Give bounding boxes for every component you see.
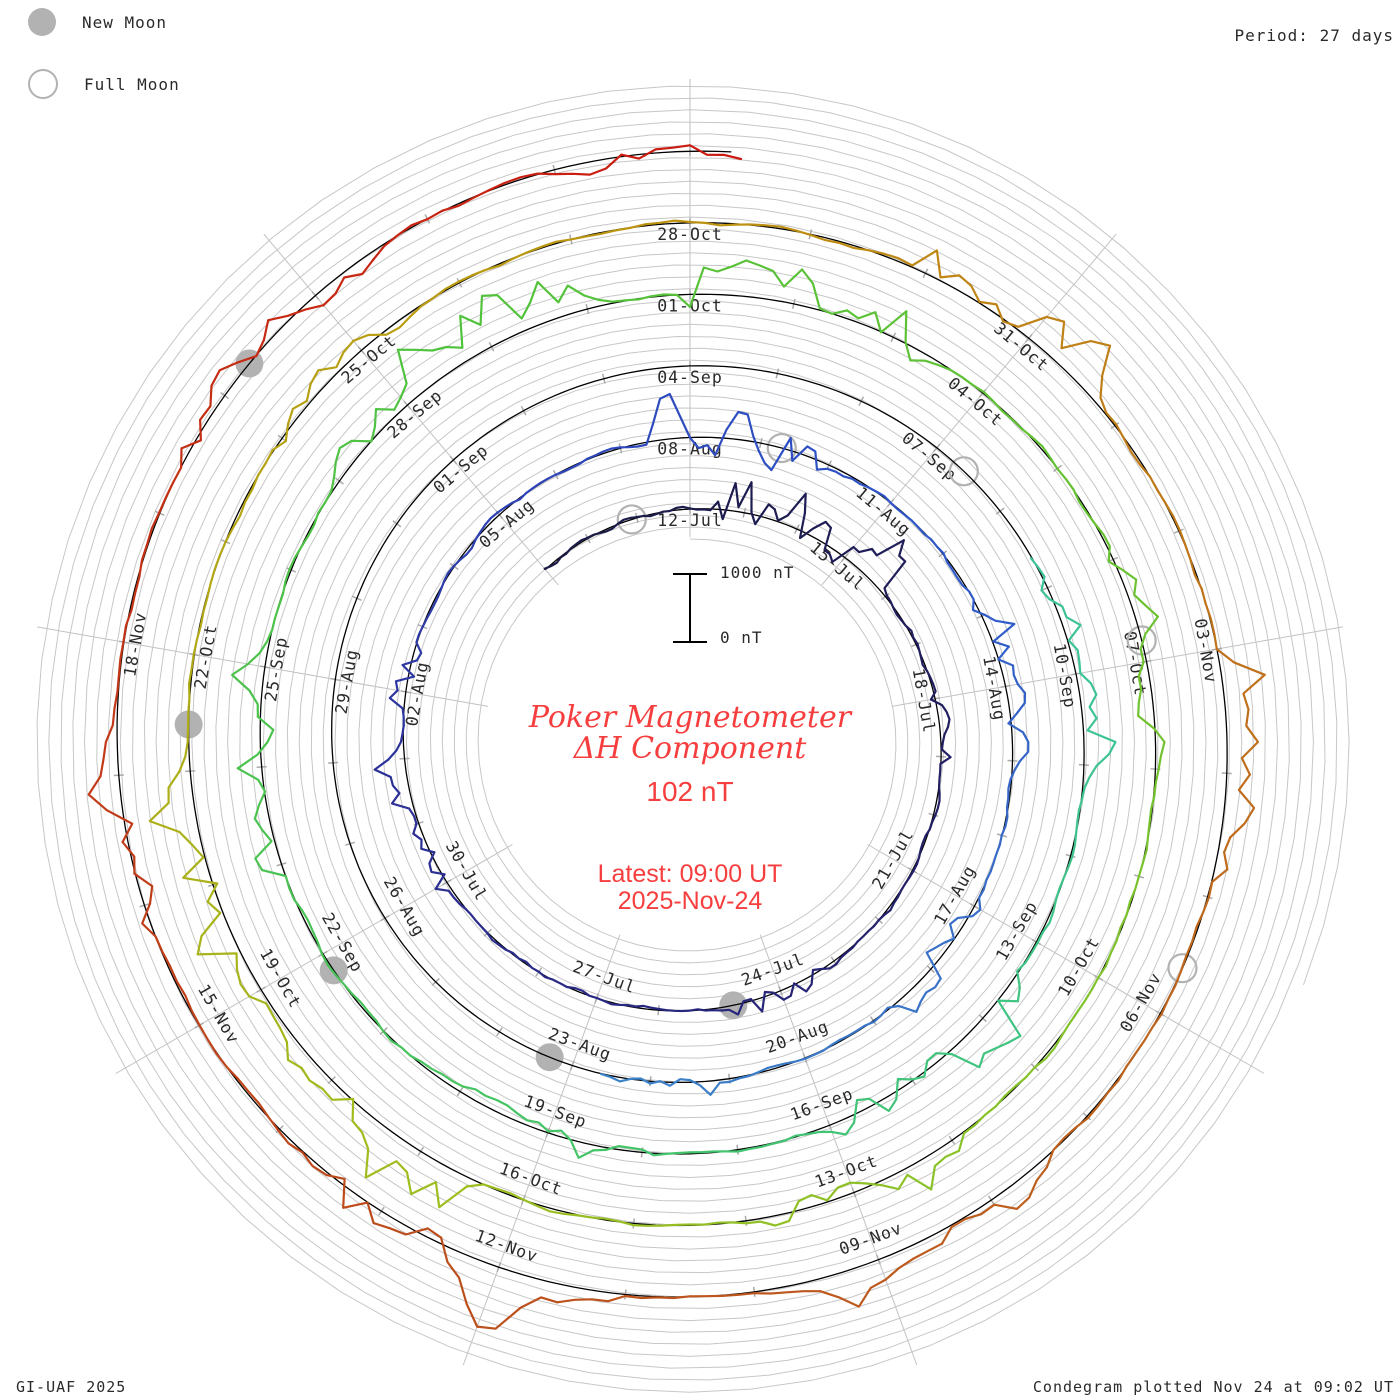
- legend-new-moon: New Moon: [28, 6, 180, 38]
- date-label: 19-Sep: [521, 1091, 589, 1131]
- date-label: 10-Oct: [1054, 933, 1103, 999]
- date-label: 08-Aug: [657, 440, 723, 459]
- date-label: 22-Oct: [191, 623, 221, 691]
- date-label: 03-Nov: [1191, 617, 1221, 685]
- new-moon-icon: [28, 8, 56, 36]
- baseline-spiral: [116, 150, 1228, 1298]
- full-moon-icon: [28, 69, 58, 99]
- scale-bottom-label: 0 nT: [720, 628, 763, 647]
- magnetometer-trace: [87, 144, 1266, 1330]
- scale-top-label: 1000 nT: [720, 563, 795, 582]
- date-label: 06-Nov: [1116, 969, 1165, 1035]
- period-label: Period: 27 days: [1234, 26, 1394, 45]
- scale-bar-icon: [673, 573, 707, 643]
- date-label: 04-Sep: [657, 368, 723, 387]
- full-moon-marker: [1167, 953, 1198, 984]
- latest-time-label: Latest: 09:00 UT: [597, 860, 783, 888]
- date-label: 12-Nov: [472, 1226, 540, 1266]
- full-moon-label: Full Moon: [84, 74, 180, 94]
- new-moon-label: New Moon: [82, 12, 168, 32]
- credit-label: GI-UAF 2025: [16, 1378, 127, 1396]
- date-label: 28-Oct: [657, 225, 723, 244]
- full-moon-marker: [616, 504, 647, 535]
- legend-full-moon: Full Moon: [28, 68, 180, 100]
- grid-spiral: [36, 85, 1350, 1393]
- moon-legend: New Moon Full Moon: [28, 6, 180, 130]
- latest-value: 102 nT: [646, 776, 734, 807]
- full-moon-marker: [948, 456, 979, 487]
- date-label: 28-Sep: [384, 386, 446, 443]
- plotted-timestamp-label: Condegram plotted Nov 24 at 09:02 UT: [1032, 1378, 1394, 1396]
- date-label: 18-Nov: [120, 610, 150, 678]
- date-label: 25-Oct: [338, 331, 400, 388]
- plot-title-line2: ΔH Component: [573, 731, 807, 766]
- date-label: 07-Oct: [1120, 630, 1150, 698]
- full-moon-marker: [766, 432, 797, 464]
- date-label: 01-Sep: [430, 440, 492, 497]
- date-label: 12-Jul: [657, 511, 723, 530]
- plot-title-line1: Poker Magnetometer: [528, 700, 852, 735]
- latest-date-label: 2025-Nov-24: [617, 887, 763, 915]
